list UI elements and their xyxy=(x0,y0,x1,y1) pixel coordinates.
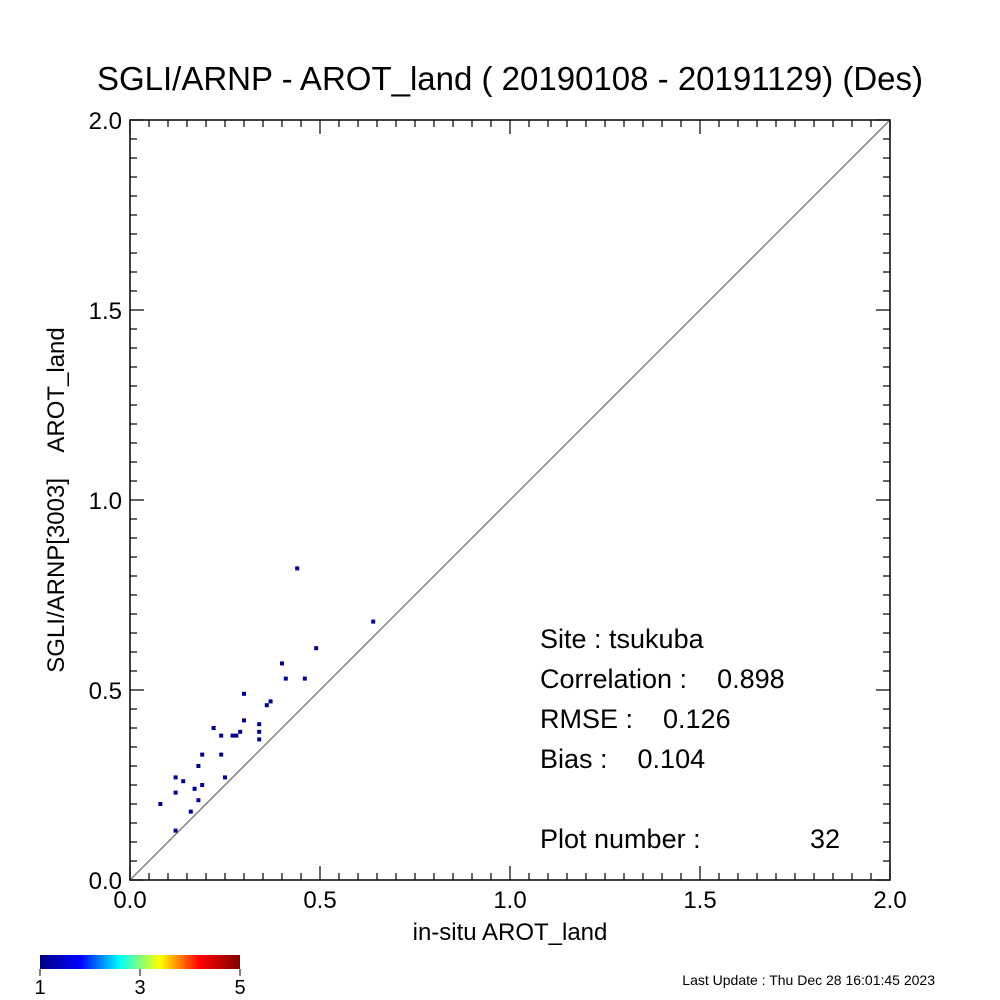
y-tick-label: 0.5 xyxy=(89,678,122,705)
one-to-one-line xyxy=(129,119,891,881)
stat-site: Site : tsukuba xyxy=(540,624,705,654)
data-point xyxy=(242,691,246,696)
data-point xyxy=(223,775,227,780)
stats-panel: Site : tsukuba Correlation : 0.898 RMSE … xyxy=(540,624,840,854)
y-tick-label: 2.0 xyxy=(89,108,122,135)
data-point xyxy=(268,699,273,704)
data-point xyxy=(283,676,288,681)
data-point xyxy=(302,676,307,681)
data-point xyxy=(173,790,178,795)
data-point xyxy=(238,729,243,734)
data-point xyxy=(219,733,224,738)
y-tick-label: 1.5 xyxy=(89,298,122,325)
y-tick-label: 0.0 xyxy=(89,868,122,895)
data-point xyxy=(295,566,300,571)
data-point xyxy=(158,802,163,806)
data-point xyxy=(200,752,205,757)
data-point xyxy=(173,828,178,833)
chart-title: SGLI/ARNP - AROT_land ( 20190108 - 20191… xyxy=(97,60,923,97)
y-tick-labels: 0.0 0.5 1.0 1.5 2.0 xyxy=(89,108,122,895)
data-point xyxy=(242,718,246,723)
data-point xyxy=(188,809,193,814)
data-point xyxy=(257,722,262,727)
stat-rmse: RMSE : 0.126 xyxy=(540,704,731,734)
x-tick-label: 1.0 xyxy=(493,887,526,914)
stat-plot-number-value: 32 xyxy=(810,824,840,854)
x-axis-label: in-situ AROT_land xyxy=(413,919,608,946)
colorbar: 1 3 5 xyxy=(34,955,246,999)
data-point xyxy=(314,646,319,651)
data-point xyxy=(181,779,186,784)
data-point xyxy=(257,729,262,734)
colorbar-label-max: 5 xyxy=(234,977,245,999)
x-tick-labels: 0.0 0.5 1.0 1.5 2.0 xyxy=(113,887,906,914)
data-point xyxy=(192,786,197,791)
x-tick-label: 1.5 xyxy=(683,887,716,914)
stat-correlation: Correlation : 0.898 xyxy=(540,664,785,694)
last-update-text: Last Update : Thu Dec 28 16:01:45 2023 xyxy=(682,972,935,988)
data-point xyxy=(211,726,216,730)
data-point xyxy=(234,733,239,738)
x-tick-label: 0.5 xyxy=(303,887,336,914)
plot-area xyxy=(129,119,891,881)
stat-bias: Bias : 0.104 xyxy=(540,744,705,774)
colorbar-label-mid: 3 xyxy=(134,977,145,999)
data-point xyxy=(371,619,376,624)
colorbar-label-min: 1 xyxy=(34,977,45,999)
data-point xyxy=(257,737,262,742)
axis-ticks xyxy=(129,119,891,881)
data-point xyxy=(280,661,284,666)
data-point xyxy=(196,798,201,803)
data-point xyxy=(264,703,269,708)
stat-plot-number-label: Plot number : xyxy=(540,824,701,854)
data-point xyxy=(173,775,178,780)
data-point xyxy=(230,733,235,738)
y-tick-label: 1.0 xyxy=(89,488,122,515)
x-tick-label: 2.0 xyxy=(873,887,906,914)
data-point xyxy=(200,783,205,787)
data-points xyxy=(158,566,376,833)
x-tick-label: 0.0 xyxy=(113,887,146,914)
data-point xyxy=(196,764,201,768)
data-point xyxy=(219,752,224,757)
colorbar-gradient xyxy=(40,955,240,969)
y-axis-label: SGLI/ARNP[3003] AROT_land xyxy=(43,327,70,673)
